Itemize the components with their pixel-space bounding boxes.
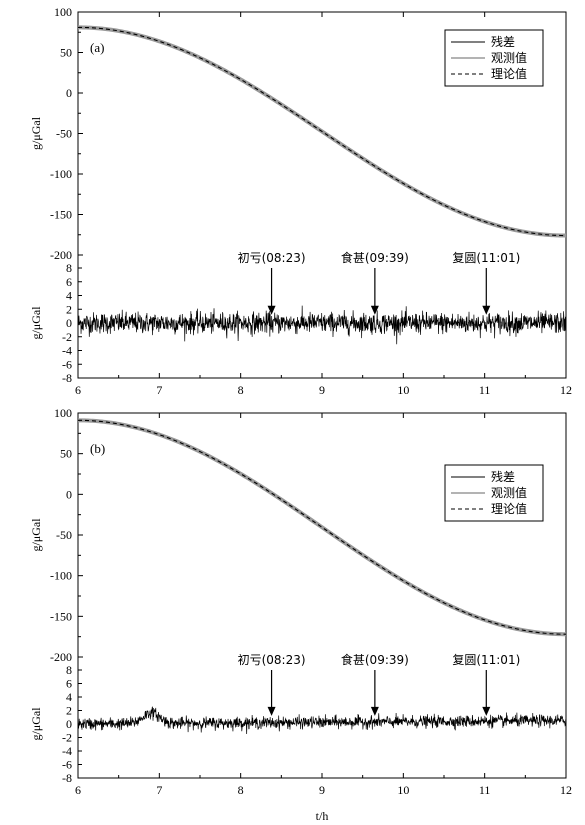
- legend-entry: 理论值: [491, 501, 527, 516]
- legend-entry: 观测值: [491, 485, 527, 500]
- gravity-tick-label: -50: [56, 528, 72, 542]
- observed-series: [77, 418, 567, 637]
- panel-label: (a): [90, 40, 104, 55]
- annotation-label: 食甚(09:39): [341, 250, 409, 265]
- gravity-tick-label: 0: [66, 487, 72, 501]
- gravity-tick-label: 50: [60, 447, 72, 461]
- annotation-arrowhead: [482, 305, 491, 315]
- x-tick-label: 12: [560, 783, 572, 797]
- x-tick-label: 8: [238, 383, 244, 397]
- residual-tick-label: 8: [66, 261, 72, 275]
- annotation-arrowhead: [482, 706, 491, 716]
- x-tick-label: 7: [156, 383, 162, 397]
- annotation-label: 初亏(08:23): [238, 653, 306, 667]
- gravity-tick-label: -150: [50, 208, 72, 222]
- x-axis-label: t/h: [316, 809, 329, 823]
- residual-tick-label: -2: [62, 330, 72, 344]
- residual-series: [77, 706, 567, 735]
- annotation-arrowhead: [370, 305, 379, 315]
- x-tick-label: 7: [156, 783, 162, 797]
- gravity-tick-label: 100: [54, 5, 72, 19]
- residual-tick-label: -8: [62, 771, 72, 785]
- residual-tick-label: -6: [62, 758, 72, 772]
- residual-series: [77, 305, 567, 345]
- residual-tick-label: 0: [66, 316, 72, 330]
- panel-label: (b): [90, 441, 105, 456]
- residual-tick-label: 2: [66, 704, 72, 718]
- x-tick-label: 6: [75, 783, 81, 797]
- x-tick-label: 10: [397, 783, 409, 797]
- legend-entry: 残差: [491, 470, 515, 484]
- x-tick-label: 6: [75, 383, 81, 397]
- annotation-arrowhead: [370, 706, 379, 716]
- x-tick-label: 9: [319, 383, 325, 397]
- annotation-label: 食甚(09:39): [341, 652, 409, 667]
- legend-entry: 观测值: [491, 50, 527, 65]
- annotation-arrowhead: [267, 305, 276, 315]
- residual-tick-label: 6: [66, 275, 72, 289]
- gravity-tick-label: 100: [54, 406, 72, 420]
- theoretical-series: [77, 419, 567, 635]
- residual-tick-label: 4: [66, 690, 72, 704]
- residual-axis-label: g/μGal: [29, 707, 43, 741]
- residual-axis-label: g/μGal: [29, 306, 43, 340]
- theoretical-series: [77, 26, 567, 237]
- residual-tick-label: 6: [66, 677, 72, 691]
- residual-tick-label: 2: [66, 302, 72, 316]
- gravity-axis-label: g/μGal: [29, 116, 43, 150]
- x-tick-label: 10: [397, 383, 409, 397]
- gravity-tick-label: -200: [50, 650, 72, 664]
- x-tick-label: 12: [560, 383, 572, 397]
- annotation-label: 初亏(08:23): [238, 251, 306, 265]
- annotation-label: 复圆(11:01): [452, 251, 520, 265]
- residual-tick-label: -8: [62, 371, 72, 385]
- x-tick-label: 11: [479, 783, 491, 797]
- legend-entry: 残差: [491, 35, 515, 49]
- x-tick-label: 9: [319, 783, 325, 797]
- gravity-tick-label: -100: [50, 569, 72, 583]
- residual-tick-label: 8: [66, 663, 72, 677]
- residual-tick-label: -6: [62, 357, 72, 371]
- legend-entry: 理论值: [491, 66, 527, 81]
- residual-tick-label: -4: [62, 344, 72, 358]
- residual-tick-label: -2: [62, 731, 72, 745]
- gravity-axis-label: g/μGal: [29, 518, 43, 552]
- x-tick-label: 11: [479, 383, 491, 397]
- gravity-tick-label: -150: [50, 609, 72, 623]
- residual-tick-label: 4: [66, 289, 72, 303]
- gravity-tick-label: -100: [50, 167, 72, 181]
- gravity-tick-label: 50: [60, 46, 72, 60]
- gravity-tick-label: -50: [56, 127, 72, 141]
- residual-tick-label: 0: [66, 717, 72, 731]
- annotation-label: 复圆(11:01): [452, 653, 520, 667]
- gravity-tick-label: -200: [50, 248, 72, 262]
- gravity-tick-label: 0: [66, 86, 72, 100]
- annotation-arrowhead: [267, 706, 276, 716]
- x-tick-label: 8: [238, 783, 244, 797]
- residual-tick-label: -4: [62, 744, 72, 758]
